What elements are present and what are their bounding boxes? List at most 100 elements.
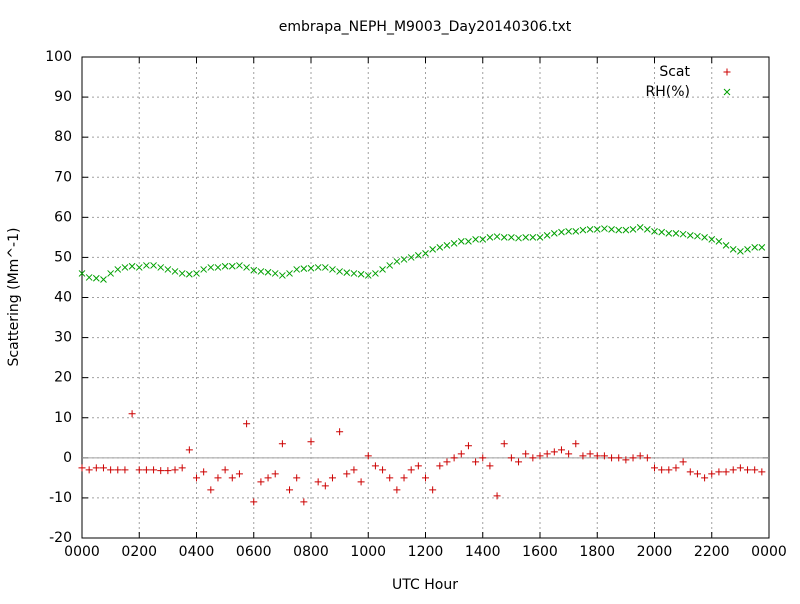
point (228, 474, 236, 482)
point (328, 474, 336, 482)
point (279, 272, 286, 279)
chart-title: embrapa_NEPH_M9003_Day20140306.txt (279, 19, 572, 35)
point (529, 234, 537, 241)
point (672, 464, 680, 472)
x-tick-label: 0000 (64, 544, 100, 560)
y-tick-label: 90 (54, 89, 72, 105)
point (622, 226, 630, 234)
point (572, 228, 580, 235)
point (429, 246, 437, 253)
point (457, 450, 465, 458)
point (600, 452, 608, 460)
point (472, 458, 480, 466)
point (536, 234, 544, 241)
x-tick-label: 0400 (179, 544, 215, 560)
point (500, 440, 508, 448)
point (121, 264, 129, 271)
point (271, 270, 279, 277)
point (100, 276, 107, 283)
point (357, 270, 365, 278)
point (307, 438, 315, 446)
point (586, 226, 594, 233)
x-tick-label: 2000 (637, 544, 673, 560)
point (386, 474, 394, 482)
point (400, 474, 408, 482)
point (150, 262, 157, 269)
y-tick-label: -10 (49, 490, 72, 506)
x-tick-label: 0200 (121, 544, 157, 560)
point (622, 456, 630, 464)
point (114, 466, 122, 474)
point (515, 458, 523, 466)
point (615, 226, 623, 234)
point (472, 236, 479, 243)
point (493, 492, 501, 500)
point (708, 236, 716, 243)
x-tick-label: 0600 (236, 544, 272, 560)
y-tick-label: 0 (63, 450, 72, 466)
point (422, 250, 429, 257)
x-tick-label: 1600 (522, 544, 558, 560)
point (608, 454, 616, 462)
point (200, 266, 208, 273)
point (257, 478, 265, 486)
point (493, 233, 501, 240)
point (693, 470, 701, 478)
point (436, 462, 444, 470)
point (336, 268, 343, 275)
point (543, 450, 551, 458)
point (135, 264, 143, 271)
point (78, 270, 86, 277)
point (443, 242, 451, 249)
point (221, 466, 229, 474)
legend-marker (723, 68, 731, 76)
point (457, 238, 465, 245)
point (701, 474, 709, 482)
point (686, 468, 694, 476)
point (515, 234, 522, 242)
point (429, 486, 437, 494)
point (479, 454, 487, 462)
point (372, 270, 379, 277)
point (615, 454, 623, 462)
point (550, 448, 558, 456)
point (715, 238, 723, 245)
point (178, 270, 186, 277)
point (715, 468, 723, 476)
point (665, 230, 673, 237)
point (321, 482, 329, 490)
legend-marker (723, 88, 731, 96)
point (422, 474, 429, 482)
point (185, 270, 193, 278)
point (228, 262, 236, 270)
x-tick-label: 2200 (694, 544, 730, 560)
point (407, 466, 415, 474)
y-tick-label: -20 (49, 530, 72, 546)
point (508, 234, 515, 241)
point (171, 466, 179, 474)
x-axis-label: UTC Hour (392, 577, 458, 593)
point (522, 450, 530, 458)
point (651, 464, 658, 472)
y-tick-label: 50 (54, 249, 72, 265)
point (629, 226, 637, 233)
point (107, 466, 115, 474)
point (314, 264, 322, 271)
point (450, 454, 458, 462)
point (414, 462, 422, 470)
point (629, 454, 637, 462)
point (529, 454, 537, 462)
point (78, 464, 86, 472)
point (85, 466, 93, 474)
point (536, 452, 544, 460)
point (744, 246, 751, 253)
point (357, 478, 365, 486)
point (465, 238, 472, 245)
point (679, 458, 687, 466)
point (651, 228, 658, 235)
point (99, 464, 107, 472)
point (557, 446, 565, 454)
point (722, 468, 730, 476)
y-tick-label: 100 (45, 49, 72, 65)
point (686, 232, 694, 239)
